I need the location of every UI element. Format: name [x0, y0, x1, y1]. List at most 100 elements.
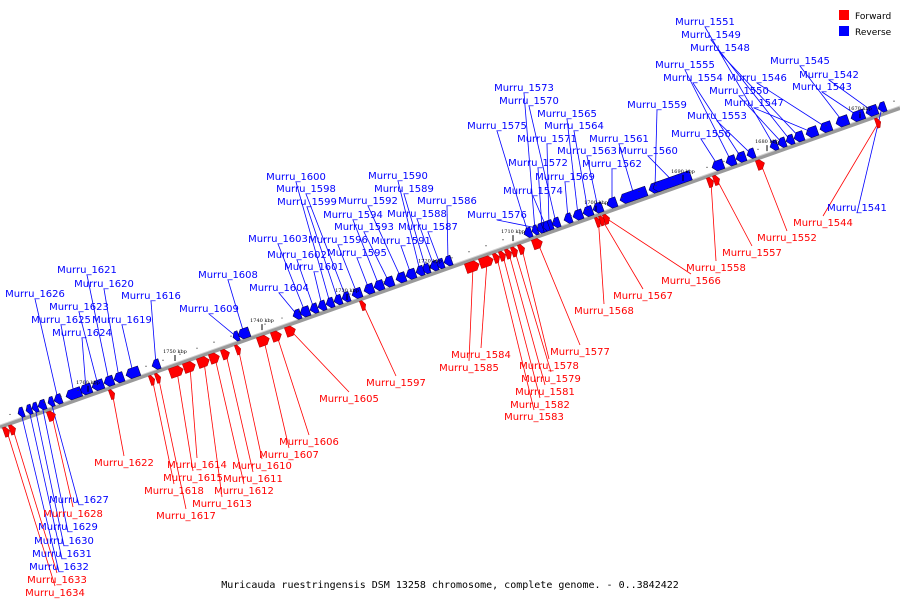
gene-arrow-murru-1596[interactable] [350, 286, 364, 300]
gene-label-murru-1632[interactable]: Murru_1632 [29, 562, 89, 573]
gene-arrow-murru-1558[interactable] [706, 176, 715, 189]
gene-arrow-murru-1546[interactable] [818, 120, 834, 134]
gene-arrow-murru-1576[interactable] [535, 222, 545, 234]
gene-arrow-murru-1586[interactable] [442, 254, 454, 267]
gene-label-murru-1629[interactable]: Murru_1629 [38, 522, 98, 533]
gene-label-murru-1583[interactable]: Murru_1583 [504, 412, 564, 423]
gene-arrow-murru-1555[interactable] [724, 154, 738, 168]
gene-arrow-murru-1623[interactable] [90, 378, 106, 392]
gene-label-murru-1607[interactable]: Murru_1607 [259, 450, 319, 461]
gene-label-murru-1550[interactable]: Murru_1550 [709, 86, 769, 97]
gene-arrow-murru-1562[interactable] [605, 196, 619, 210]
gene-arrow-murru-1593[interactable] [382, 275, 396, 289]
gene-label-murru-1579[interactable]: Murru_1579 [521, 374, 581, 385]
gene-label-murru-1586[interactable]: Murru_1586 [417, 196, 477, 207]
gene-label-murru-1562[interactable]: Murru_1562 [582, 159, 642, 170]
gene-label-murru-1628[interactable]: Murru_1628 [43, 509, 103, 520]
gene-label-murru-1556[interactable]: Murru_1556 [671, 129, 731, 140]
gene-label-murru-1542[interactable]: Murru_1542 [799, 70, 859, 81]
gene-arrow-murru-1619[interactable] [124, 365, 142, 380]
gene-arrow-murru-1548[interactable] [792, 130, 806, 144]
gene-arrow-murru-1583[interactable] [492, 252, 501, 264]
gene-label-murru-1553[interactable]: Murru_1553 [687, 111, 747, 122]
gene-label-murru-1578[interactable]: Murru_1578 [519, 361, 579, 372]
gene-arrow-murru-1625[interactable] [64, 386, 84, 402]
gene-label-murru-1612[interactable]: Murru_1612 [214, 486, 274, 497]
gene-label-murru-1625[interactable]: Murru_1625 [31, 315, 91, 326]
gene-label-murru-1588[interactable]: Murru_1588 [387, 209, 447, 220]
gene-label-murru-1630[interactable]: Murru_1630 [34, 536, 94, 547]
gene-arrow-murru-1620[interactable] [112, 371, 126, 385]
gene-arrow-murru-1606[interactable] [270, 330, 283, 343]
gene-arrow-murru-1616[interactable] [150, 358, 162, 371]
gene-label-murru-1567[interactable]: Murru_1567 [613, 291, 673, 302]
gene-label-murru-1549[interactable]: Murru_1549 [681, 30, 741, 41]
gene-label-murru-1622[interactable]: Murru_1622 [94, 458, 154, 469]
gene-arrow-murru-1617[interactable] [154, 372, 162, 384]
gene-arrow-murru-1574[interactable] [541, 220, 551, 232]
gene-label-murru-1552[interactable]: Murru_1552 [757, 233, 817, 244]
gene-arrow-murru-1541[interactable] [876, 101, 888, 113]
gene-arrow-murru-1579[interactable] [510, 246, 519, 258]
gene-arrow-murru-1629[interactable] [36, 398, 48, 411]
gene-label-murru-1589[interactable]: Murru_1589 [374, 184, 434, 195]
gene-arrow-murru-1594[interactable] [372, 279, 386, 292]
gene-label-murru-1551[interactable]: Murru_1551 [675, 17, 735, 28]
gene-label-murru-1605[interactable]: Murru_1605 [319, 394, 379, 405]
gene-arrow-murru-1585[interactable] [464, 259, 481, 274]
gene-label-murru-1584[interactable]: Murru_1584 [451, 350, 511, 361]
gene-arrow-murru-1545[interactable] [834, 114, 851, 129]
gene-arrow-murru-1612[interactable] [208, 352, 221, 365]
gene-arrow-murru-1611[interactable] [220, 348, 231, 361]
gene-label-murru-1559[interactable]: Murru_1559 [627, 100, 687, 111]
gene-label-murru-1624[interactable]: Murru_1624 [52, 328, 112, 339]
gene-label-murru-1619[interactable]: Murru_1619 [92, 315, 152, 326]
gene-arrow-murru-1597[interactable] [359, 300, 367, 312]
gene-label-murru-1572[interactable]: Murru_1572 [508, 158, 568, 169]
gene-arrow-murru-1600[interactable] [324, 296, 336, 309]
gene-label-murru-1603[interactable]: Murru_1603 [248, 234, 308, 245]
gene-arrow-murru-1569[interactable] [562, 212, 574, 225]
gene-arrow-murru-1557[interactable] [712, 174, 721, 186]
gene-arrow-murru-1605[interactable] [284, 325, 297, 338]
gene-label-murru-1557[interactable]: Murru_1557 [722, 248, 782, 259]
gene-label-murru-1613[interactable]: Murru_1613 [192, 499, 252, 510]
gene-arrow-murru-1633[interactable] [8, 424, 17, 436]
gene-label-murru-1598[interactable]: Murru_1598 [276, 184, 336, 195]
gene-label-murru-1618[interactable]: Murru_1618 [144, 486, 204, 497]
gene-arrow-murru-1613[interactable] [196, 355, 211, 369]
gene-arrow-murru-1634[interactable] [2, 426, 11, 438]
gene-label-murru-1597[interactable]: Murru_1597 [366, 378, 426, 389]
gene-arrow-murru-1577[interactable] [531, 237, 544, 251]
gene-label-murru-1590[interactable]: Murru_1590 [368, 171, 428, 182]
gene-arrow-murru-1595[interactable] [362, 282, 376, 296]
gene-label-murru-1561[interactable]: Murru_1561 [589, 134, 649, 145]
gene-arrow-murru-1550[interactable] [776, 136, 788, 149]
gene-arrow-murru-1632[interactable] [16, 406, 26, 418]
gene-arrow-murru-1556[interactable] [710, 158, 726, 172]
gene-arrow-murru-1551[interactable] [768, 139, 780, 152]
gene-arrow-murru-1609[interactable] [231, 330, 241, 342]
gene-arrow-murru-1567[interactable] [598, 215, 606, 227]
gene-arrow-murru-1622[interactable] [108, 389, 116, 401]
gene-label-murru-1610[interactable]: Murru_1610 [232, 461, 292, 472]
gene-label-murru-1544[interactable]: Murru_1544 [793, 218, 853, 229]
gene-arrow-murru-1602[interactable] [308, 302, 320, 315]
gene-label-murru-1611[interactable]: Murru_1611 [223, 474, 283, 485]
gene-arrow-murru-1553[interactable] [745, 147, 757, 160]
gene-arrow-murru-1615[interactable] [168, 364, 185, 379]
gene-arrow-murru-1591[interactable] [404, 267, 418, 281]
gene-label-murru-1566[interactable]: Murru_1566 [661, 276, 721, 287]
gene-label-murru-1602[interactable]: Murru_1602 [267, 250, 327, 261]
gene-label-murru-1571[interactable]: Murru_1571 [517, 134, 577, 145]
gene-label-murru-1568[interactable]: Murru_1568 [574, 306, 634, 317]
gene-label-murru-1592[interactable]: Murru_1592 [338, 196, 398, 207]
gene-arrow-murru-1575[interactable] [522, 226, 534, 239]
gene-arrow-murru-1610[interactable] [234, 344, 242, 356]
gene-label-murru-1555[interactable]: Murru_1555 [655, 60, 715, 71]
gene-label-murru-1573[interactable]: Murru_1573 [494, 83, 554, 94]
gene-label-murru-1634[interactable]: Murru_1634 [25, 588, 85, 599]
gene-label-murru-1595[interactable]: Murru_1595 [327, 248, 387, 259]
gene-label-murru-1596[interactable]: Murru_1596 [308, 235, 368, 246]
gene-arrow-murru-1618[interactable] [148, 374, 156, 386]
